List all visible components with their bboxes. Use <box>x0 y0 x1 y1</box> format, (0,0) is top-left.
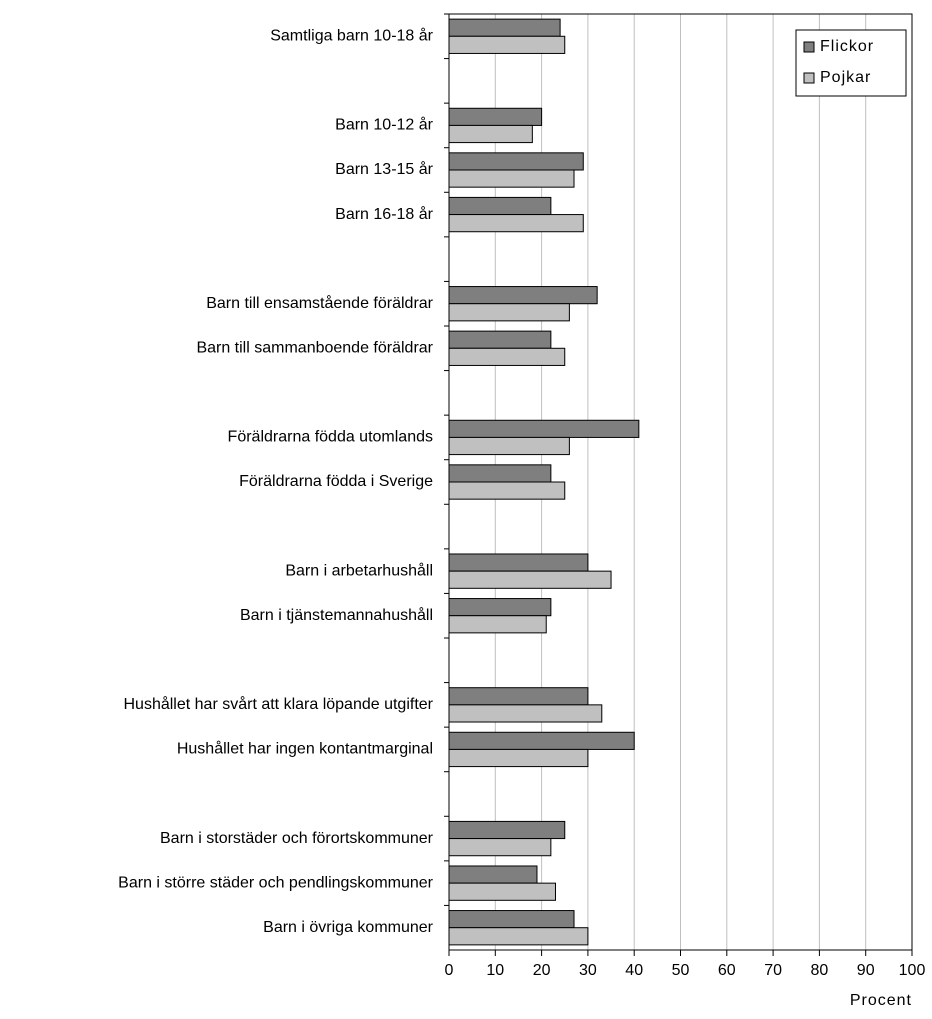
x-axis-label: Procent <box>850 992 912 1009</box>
x-tick-label: 20 <box>533 962 551 979</box>
x-tick-label: 70 <box>764 962 782 979</box>
bar <box>448 303 570 322</box>
bar <box>448 704 603 723</box>
bar <box>448 107 543 126</box>
bar <box>448 286 598 305</box>
y-tick-label: Barn till sammanboende föräldrar <box>196 340 433 357</box>
y-tick-label: Barn i övriga kommuner <box>263 919 434 936</box>
bar <box>448 910 575 929</box>
bar <box>448 598 552 617</box>
legend-swatch <box>803 72 815 84</box>
legend-label: Pojkar <box>820 69 871 86</box>
bar <box>448 748 589 768</box>
y-tick-label: Hushållet har svårt att klara löpande ut… <box>124 695 434 713</box>
x-tick-label: 30 <box>579 962 597 979</box>
bar <box>448 124 533 144</box>
y-tick-label: Barn i tjänstemannahushåll <box>240 606 433 624</box>
bar <box>448 927 589 946</box>
y-tick-label: Barn 13-15 år <box>335 160 434 178</box>
bar <box>448 347 566 366</box>
y-tick-label: Barn till ensamstående föräldrar <box>206 294 433 312</box>
x-tick-label: 50 <box>672 962 690 979</box>
bar <box>448 570 612 589</box>
bar <box>448 820 566 840</box>
y-tick-label: Barn i större städer och pendlingskommun… <box>118 874 433 891</box>
x-tick-label: 100 <box>899 962 926 979</box>
bar <box>448 838 552 857</box>
bar <box>448 35 566 54</box>
x-tick-label: 0 <box>445 962 454 979</box>
bar <box>448 464 552 483</box>
bar <box>448 481 566 500</box>
bar <box>448 169 575 188</box>
legend-swatch <box>803 41 815 53</box>
y-tick-label: Barn i storstäder och förortskommuner <box>160 830 434 847</box>
x-tick-label: 60 <box>718 962 736 979</box>
bar <box>448 615 547 634</box>
y-tick-label: Föräldrarna födda utomlands <box>228 429 433 446</box>
bar <box>448 419 640 438</box>
bar <box>448 214 584 233</box>
bar <box>448 687 589 706</box>
legend-label: Flickor <box>820 38 874 55</box>
bar <box>448 882 556 901</box>
bar <box>448 436 570 456</box>
bar <box>448 152 584 171</box>
x-tick-label: 80 <box>811 962 829 979</box>
legend-box <box>795 29 907 97</box>
y-tick-label: Barn 16-18 år <box>335 205 434 223</box>
bar <box>448 18 561 37</box>
y-tick-label: Föräldrarna födda i Sverige <box>239 473 433 490</box>
x-tick-label: 10 <box>486 962 504 979</box>
x-tick-label: 90 <box>857 962 875 979</box>
bar <box>448 731 635 750</box>
bar <box>448 330 552 349</box>
bar <box>448 865 538 884</box>
bar <box>448 553 589 572</box>
y-tick-label: Samtliga barn 10-18 år <box>270 27 433 45</box>
bar <box>448 196 552 216</box>
y-tick-label: Hushållet har ingen kontantmarginal <box>177 740 433 758</box>
x-tick-label: 40 <box>625 962 643 979</box>
y-tick-label: Barn 10-12 år <box>335 116 434 134</box>
y-tick-label: Barn i arbetarhushåll <box>285 561 433 579</box>
